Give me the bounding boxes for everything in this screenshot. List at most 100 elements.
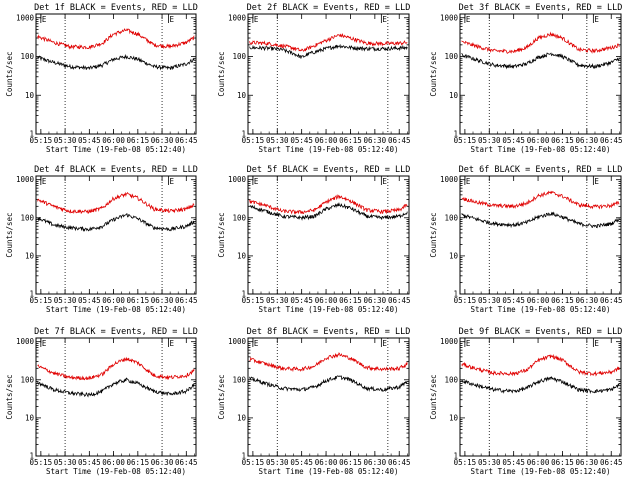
x-tick-label: 06:30 [364, 296, 387, 305]
x-tick-label: 05:30 [266, 296, 289, 305]
x-tick-label: 05:30 [54, 136, 77, 145]
x-tick-label: 06:00 [102, 136, 125, 145]
y-tick-label: 10 [449, 91, 459, 100]
e-marker-label: E [594, 177, 599, 186]
plot-frame [35, 175, 197, 295]
x-tick-label: 06:15 [551, 458, 574, 467]
panel-det-5: Det 5f BLACK = Events, RED = LLD 1 10 100 10… [217, 165, 411, 314]
plot-frame [459, 337, 622, 457]
x-tick-label: 06:15 [551, 296, 574, 305]
series-lld-line [37, 28, 195, 50]
y-tick-label: 1000 [228, 175, 247, 184]
e-marker-label: E [466, 339, 471, 348]
x-tick-label: 05:15 [242, 458, 265, 467]
series-lld-line [461, 353, 620, 377]
x-tick-label: 05:30 [54, 458, 77, 467]
y-tick-label: 100 [20, 375, 34, 384]
x-tick-label: 06:15 [339, 296, 362, 305]
y-tick-label: 1 [241, 452, 246, 461]
x-tick-label: 05:15 [30, 296, 53, 305]
y-tick-label: 100 [444, 213, 458, 222]
y-tick-label: 1 [29, 452, 34, 461]
x-tick-label: 06:15 [127, 136, 150, 145]
x-tick-label: 05:45 [78, 136, 101, 145]
x-tick-label: 05:30 [266, 136, 289, 145]
x-tick-label: 05:45 [502, 136, 525, 145]
x-tick-label: 06:45 [175, 458, 198, 467]
x-axis-label: Start Time (19-Feb-08 05:12:40) [259, 467, 399, 476]
y-tick-label: 1 [453, 452, 458, 461]
plot-frame [247, 175, 410, 295]
x-tick-label: 06:15 [339, 458, 362, 467]
y-tick-label: 100 [232, 52, 246, 61]
x-tick-label: 06:30 [151, 458, 174, 467]
x-tick-label: 06:00 [527, 136, 550, 145]
x-tick-label: 05:45 [78, 296, 101, 305]
x-tick-label: 06:45 [175, 136, 198, 145]
x-tick-label: 06:00 [315, 458, 338, 467]
y-axis-label: Counts/sec [217, 374, 226, 419]
e-marker-label: E [170, 339, 175, 348]
x-tick-label: 06:00 [102, 458, 125, 467]
x-axis-label: Start Time (19-Feb-08 05:12:40) [471, 145, 611, 154]
x-tick-label: 05:15 [30, 458, 53, 467]
y-axis-label: Counts/sec [429, 51, 438, 96]
y-tick-label: 100 [20, 52, 34, 61]
x-tick-label: 05:30 [266, 458, 289, 467]
y-axis-label: Counts/sec [217, 212, 226, 257]
x-tick-label: 06:00 [315, 136, 338, 145]
y-tick-label: 1 [453, 130, 458, 139]
panel-det-1: Det 1f BLACK = Events, RED = LLD 1 10 100 10… [5, 3, 198, 154]
x-tick-label: 06:30 [576, 136, 599, 145]
y-tick-label: 1000 [440, 175, 459, 184]
series-lld-line [249, 33, 408, 52]
x-tick-label: 06:15 [127, 296, 150, 305]
y-tick-label: 1000 [16, 13, 35, 22]
y-tick-label: 10 [237, 251, 247, 260]
e-marker-label: E [382, 15, 387, 24]
y-tick-label: 100 [444, 52, 458, 61]
e-marker-label: E [254, 15, 259, 24]
panel-title: Det 8f BLACK = Events, RED = LLD [247, 327, 411, 337]
series-lld-line [37, 191, 195, 215]
panel-title: Det 9f BLACK = Events, RED = LLD [459, 327, 623, 337]
series-events-line [37, 53, 195, 71]
panel-title: Det 6f BLACK = Events, RED = LLD [459, 165, 623, 175]
x-tick-label: 05:30 [54, 296, 77, 305]
x-tick-label: 06:30 [364, 136, 387, 145]
x-tick-label: 06:00 [315, 296, 338, 305]
e-marker-label: E [466, 15, 471, 24]
x-tick-label: 05:45 [78, 458, 101, 467]
e-marker-label: E [382, 177, 387, 186]
y-tick-label: 1 [241, 130, 246, 139]
series-lld-line [37, 356, 195, 381]
series-events-line [249, 375, 408, 393]
series-events-line [461, 375, 620, 394]
y-tick-label: 1000 [228, 13, 247, 22]
x-tick-label: 05:45 [290, 296, 313, 305]
x-axis-label: Start Time (19-Feb-08 05:12:40) [46, 305, 186, 314]
x-tick-label: 06:45 [600, 296, 623, 305]
x-tick-label: 06:30 [151, 136, 174, 145]
e-marker-label: E [466, 177, 471, 186]
x-tick-label: 06:15 [339, 136, 362, 145]
x-tick-label: 05:15 [242, 296, 265, 305]
y-tick-label: 1000 [16, 175, 35, 184]
y-tick-label: 1 [29, 290, 34, 299]
x-tick-label: 06:45 [600, 136, 623, 145]
x-tick-label: 06:15 [127, 458, 150, 467]
x-axis-label: Start Time (19-Feb-08 05:12:40) [259, 305, 399, 314]
series-events-line [37, 213, 195, 232]
x-axis-label: Start Time (19-Feb-08 05:12:40) [471, 305, 611, 314]
x-tick-label: 05:15 [30, 136, 53, 145]
x-axis-label: Start Time (19-Feb-08 05:12:40) [259, 145, 399, 154]
series-events-line [37, 377, 195, 398]
x-tick-label: 05:30 [478, 458, 501, 467]
panel-det-6: Det 6f BLACK = Events, RED = LLD 1 10 100 10… [429, 165, 623, 314]
x-tick-label: 05:30 [478, 296, 501, 305]
x-tick-label: 05:15 [454, 136, 477, 145]
e-marker-label: E [42, 15, 47, 24]
x-tick-label: 06:30 [151, 296, 174, 305]
panel-title: Det 5f BLACK = Events, RED = LLD [247, 165, 411, 175]
